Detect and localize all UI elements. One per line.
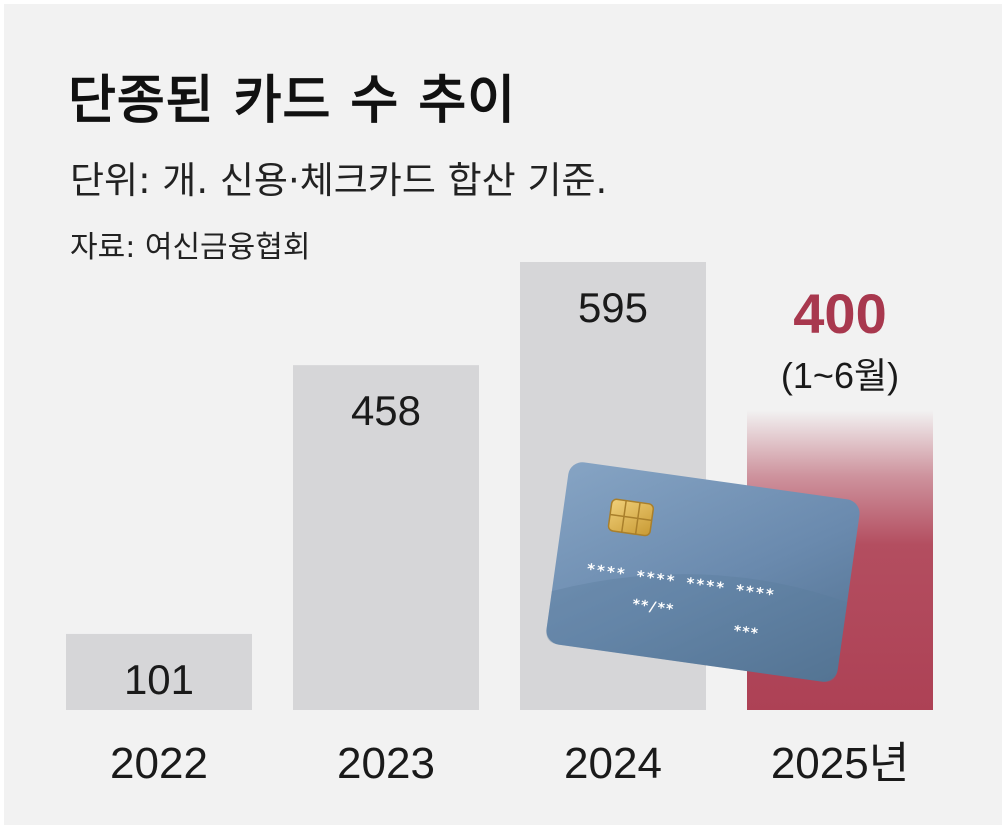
value-label-2025년: 400 [793,282,886,345]
x-tick-2022: 2022 [110,739,208,788]
value-label-2023: 458 [351,387,421,434]
bar-2023 [293,365,479,710]
unit-note: 단위: 개. 신용·체크카드 합산 기준. [70,159,608,202]
highlight-note: (1~6월) [781,355,899,396]
x-tick-2024: 2024 [564,739,662,788]
card-expiry-text: **/** [631,596,675,618]
chip-icon [607,498,655,537]
value-label-2022: 101 [124,656,194,703]
card-cvc-text: *** [732,623,759,642]
x-tick-2025년: 2025년 [771,739,909,788]
source-note: 자료: 여신금융협회 [70,230,311,265]
value-label-2024: 595 [578,284,648,331]
x-tick-2023: 2023 [337,739,435,788]
credit-card-illustration: **** **** **** **** **/** *** [546,462,860,682]
bar-2022 [66,633,252,710]
chart-title: 단종된 카드 수 추이 [68,71,517,131]
